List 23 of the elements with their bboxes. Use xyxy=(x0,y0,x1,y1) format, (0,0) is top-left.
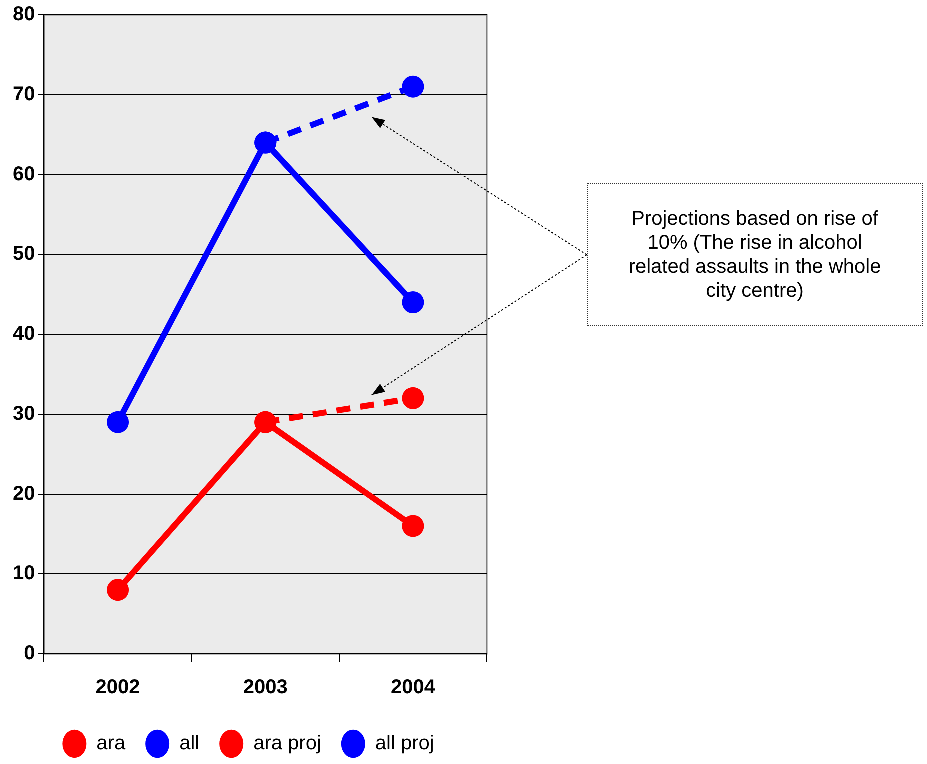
y-tick-label: 20 xyxy=(12,482,36,505)
y-tick-label: 70 xyxy=(12,83,36,106)
y-tick-label: 80 xyxy=(12,4,36,26)
legend-label: all xyxy=(180,732,200,755)
point xyxy=(402,292,424,314)
y-tick-label: 40 xyxy=(12,323,36,346)
legend-label: ara xyxy=(96,732,126,755)
y-tick-label: 30 xyxy=(12,402,36,425)
y-tick-label: 60 xyxy=(12,163,36,186)
y-tick-label: 50 xyxy=(12,243,36,266)
point xyxy=(402,387,424,410)
y-tick-label: 10 xyxy=(12,562,36,585)
point xyxy=(402,76,424,98)
point xyxy=(107,579,130,602)
point xyxy=(107,411,130,434)
x-tick-label: 2002 xyxy=(96,676,140,699)
x-tick-label: 2004 xyxy=(390,676,436,699)
legend-label: all proj xyxy=(375,732,434,755)
y-tick-label: 0 xyxy=(24,642,36,665)
legend-label: ara proj xyxy=(254,732,322,755)
x-tick-label: 2003 xyxy=(243,676,288,699)
point xyxy=(402,515,424,538)
text: Projections based on rise of 10% (The rise in alcohol related assaults in the whole city centre) xyxy=(587,183,923,326)
